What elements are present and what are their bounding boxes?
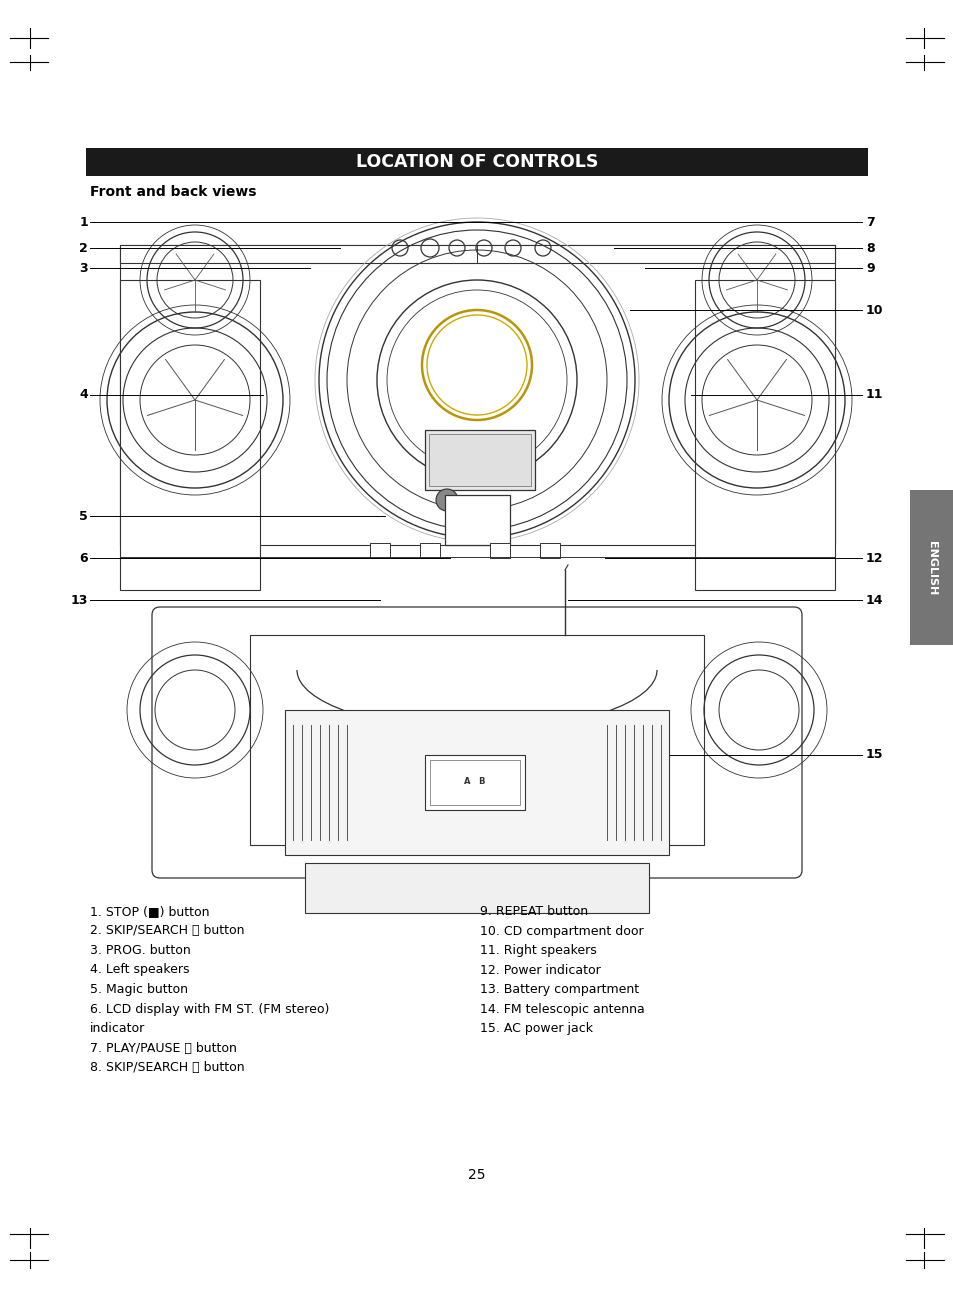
FancyBboxPatch shape [120,280,260,590]
Text: 8: 8 [865,241,874,254]
Bar [490,543,510,559]
Bar [86,148,867,176]
Text: 9. REPEAT button: 9. REPEAT button [479,905,587,918]
Text: LOCATION OF CONTROLS: LOCATION OF CONTROLS [355,153,598,171]
Bar [370,543,390,559]
Text: 2: 2 [79,241,88,254]
Text: 10: 10 [865,303,882,316]
FancyBboxPatch shape [695,280,834,590]
FancyBboxPatch shape [120,245,834,546]
Text: 9: 9 [865,262,874,275]
Text: 13: 13 [71,594,88,607]
Text: indicator: indicator [90,1023,145,1036]
Text: 1: 1 [79,215,88,228]
Text: 1. STOP (■) button: 1. STOP (■) button [90,905,210,918]
Text: 10. CD compartment door: 10. CD compartment door [479,924,643,937]
Bar [419,543,439,559]
Bar [444,495,510,546]
Text: 6. LCD display with FM ST. (FM stereo): 6. LCD display with FM ST. (FM stereo) [90,1003,329,1016]
Text: 8. SKIP/SEARCH ⏭ button: 8. SKIP/SEARCH ⏭ button [90,1061,244,1074]
Text: 4: 4 [79,389,88,402]
Circle shape [436,489,457,511]
Bar [909,490,953,645]
Text: ENGLISH: ENGLISH [926,540,936,595]
Text: 4. Left speakers: 4. Left speakers [90,963,190,976]
Text: 25: 25 [468,1168,485,1182]
Text: 6: 6 [79,552,88,565]
Text: 5: 5 [79,509,88,522]
Text: 3. PROG. button: 3. PROG. button [90,943,191,956]
Text: 3: 3 [79,262,88,275]
Bar [424,756,524,810]
Text: 7: 7 [865,215,874,228]
FancyBboxPatch shape [152,607,801,877]
Text: 12: 12 [865,552,882,565]
Bar [305,863,648,912]
Text: 7. PLAY/PAUSE ⏯ button: 7. PLAY/PAUSE ⏯ button [90,1042,236,1055]
Text: 13. Battery compartment: 13. Battery compartment [479,982,639,997]
Text: 11: 11 [865,389,882,402]
Text: 11. Right speakers: 11. Right speakers [479,943,597,956]
Bar [424,430,535,490]
Text: 2. SKIP/SEARCH ⏮ button: 2. SKIP/SEARCH ⏮ button [90,924,244,937]
Text: 14. FM telescopic antenna: 14. FM telescopic antenna [479,1003,644,1016]
Bar [429,434,531,486]
Bar [430,759,519,805]
Bar [539,543,559,559]
Text: Front and back views: Front and back views [90,185,256,200]
Bar [285,710,668,855]
Text: 15. AC power jack: 15. AC power jack [479,1023,593,1036]
Text: 5. Magic button: 5. Magic button [90,982,188,997]
Bar [120,245,834,263]
Bar [250,635,703,845]
Text: A   B: A B [464,778,485,787]
Text: 15: 15 [865,749,882,762]
Text: 14: 14 [865,594,882,607]
Text: 12. Power indicator: 12. Power indicator [479,963,600,976]
